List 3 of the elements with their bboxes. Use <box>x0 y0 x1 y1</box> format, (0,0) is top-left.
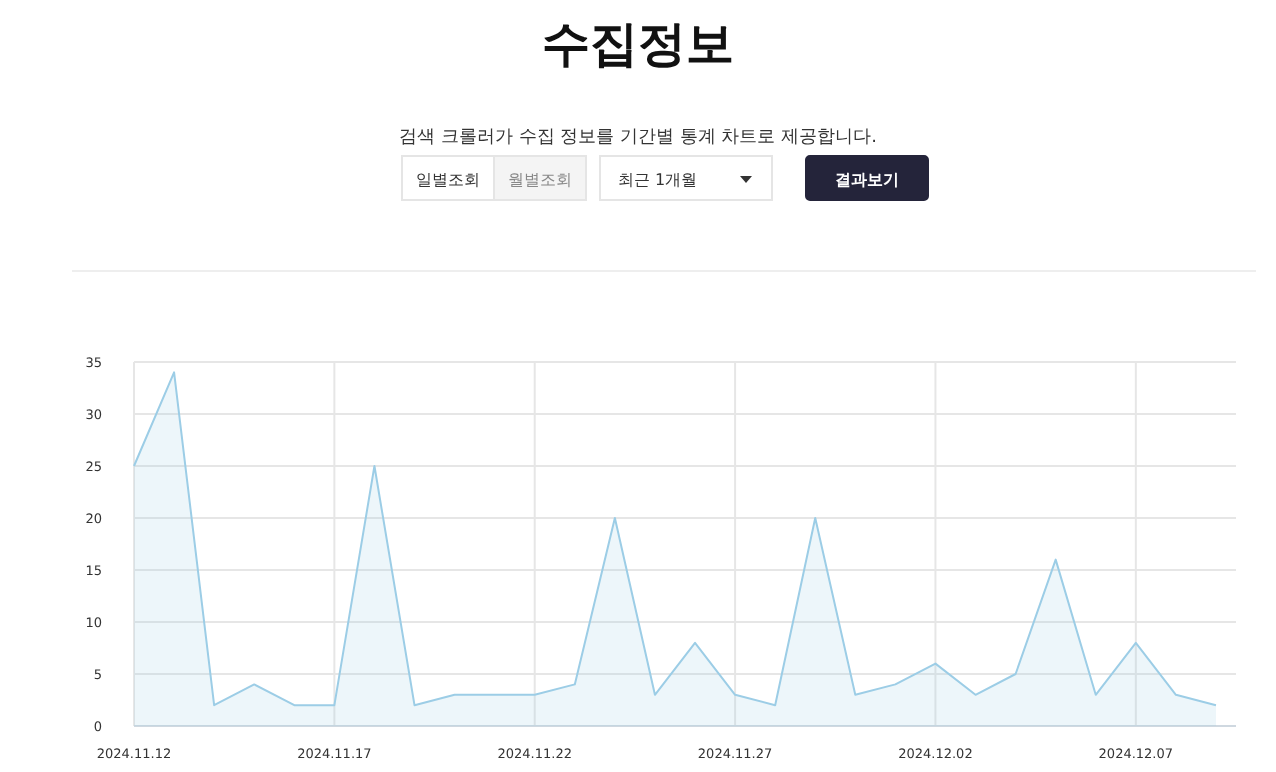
controls: 일별조회 월별조회 최근 1개월 결과보기 <box>401 155 929 201</box>
chart-subtitle: 검색 크롤러가 수집 정보를 기간별 통계 차트로 제공합니다. <box>399 128 877 148</box>
chart-title: 수집정보 <box>542 16 734 72</box>
